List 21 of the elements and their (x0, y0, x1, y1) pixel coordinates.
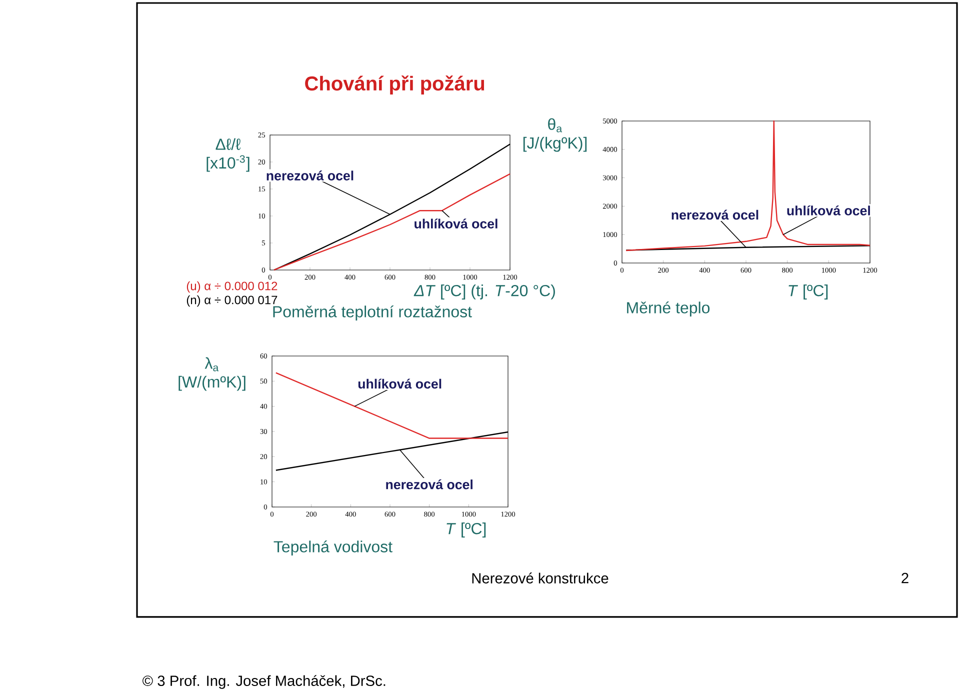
text: (u) α ÷ 0.000 012 (186, 281, 278, 293)
x-axis-title: T [ºC] (446, 522, 486, 538)
text: Nerezové konstrukce (472, 572, 608, 584)
text: (n) α ÷ 0.000 017 (186, 295, 278, 307)
text: nerezová ocel (386, 479, 472, 490)
text: Chování při požáru (305, 75, 484, 95)
text: 2 (902, 572, 908, 584)
y-axis-title: θ$_{a}$ [J/(kgºK)] (523, 118, 587, 152)
series-label: uhlíková ocel (358, 378, 442, 389)
text: nerezová ocel (266, 170, 354, 180)
series-label: uhlíková ocel (787, 205, 870, 216)
series-label: uhlíková ocel (414, 218, 498, 228)
text: © 3 Prof. Ing. Josef Macháček, DrSc. (142, 675, 386, 689)
text: Měrné teplo (627, 301, 710, 317)
y-axis-title: Δℓ/ℓ [x10$^{-3}$] (206, 138, 250, 172)
x-axis-title: ΔT [ºC] (tj. T-20 °C) (414, 284, 555, 300)
text: Tepelná vodivost (274, 540, 392, 556)
text: Poměrná teplotní roztažnost (273, 305, 472, 321)
x-axis-title: T [ºC] (788, 284, 828, 300)
legend-label: nerezová ocel (672, 210, 758, 220)
y-axis-title: λ$_{a}$ [W/(mºK)] (178, 357, 246, 391)
